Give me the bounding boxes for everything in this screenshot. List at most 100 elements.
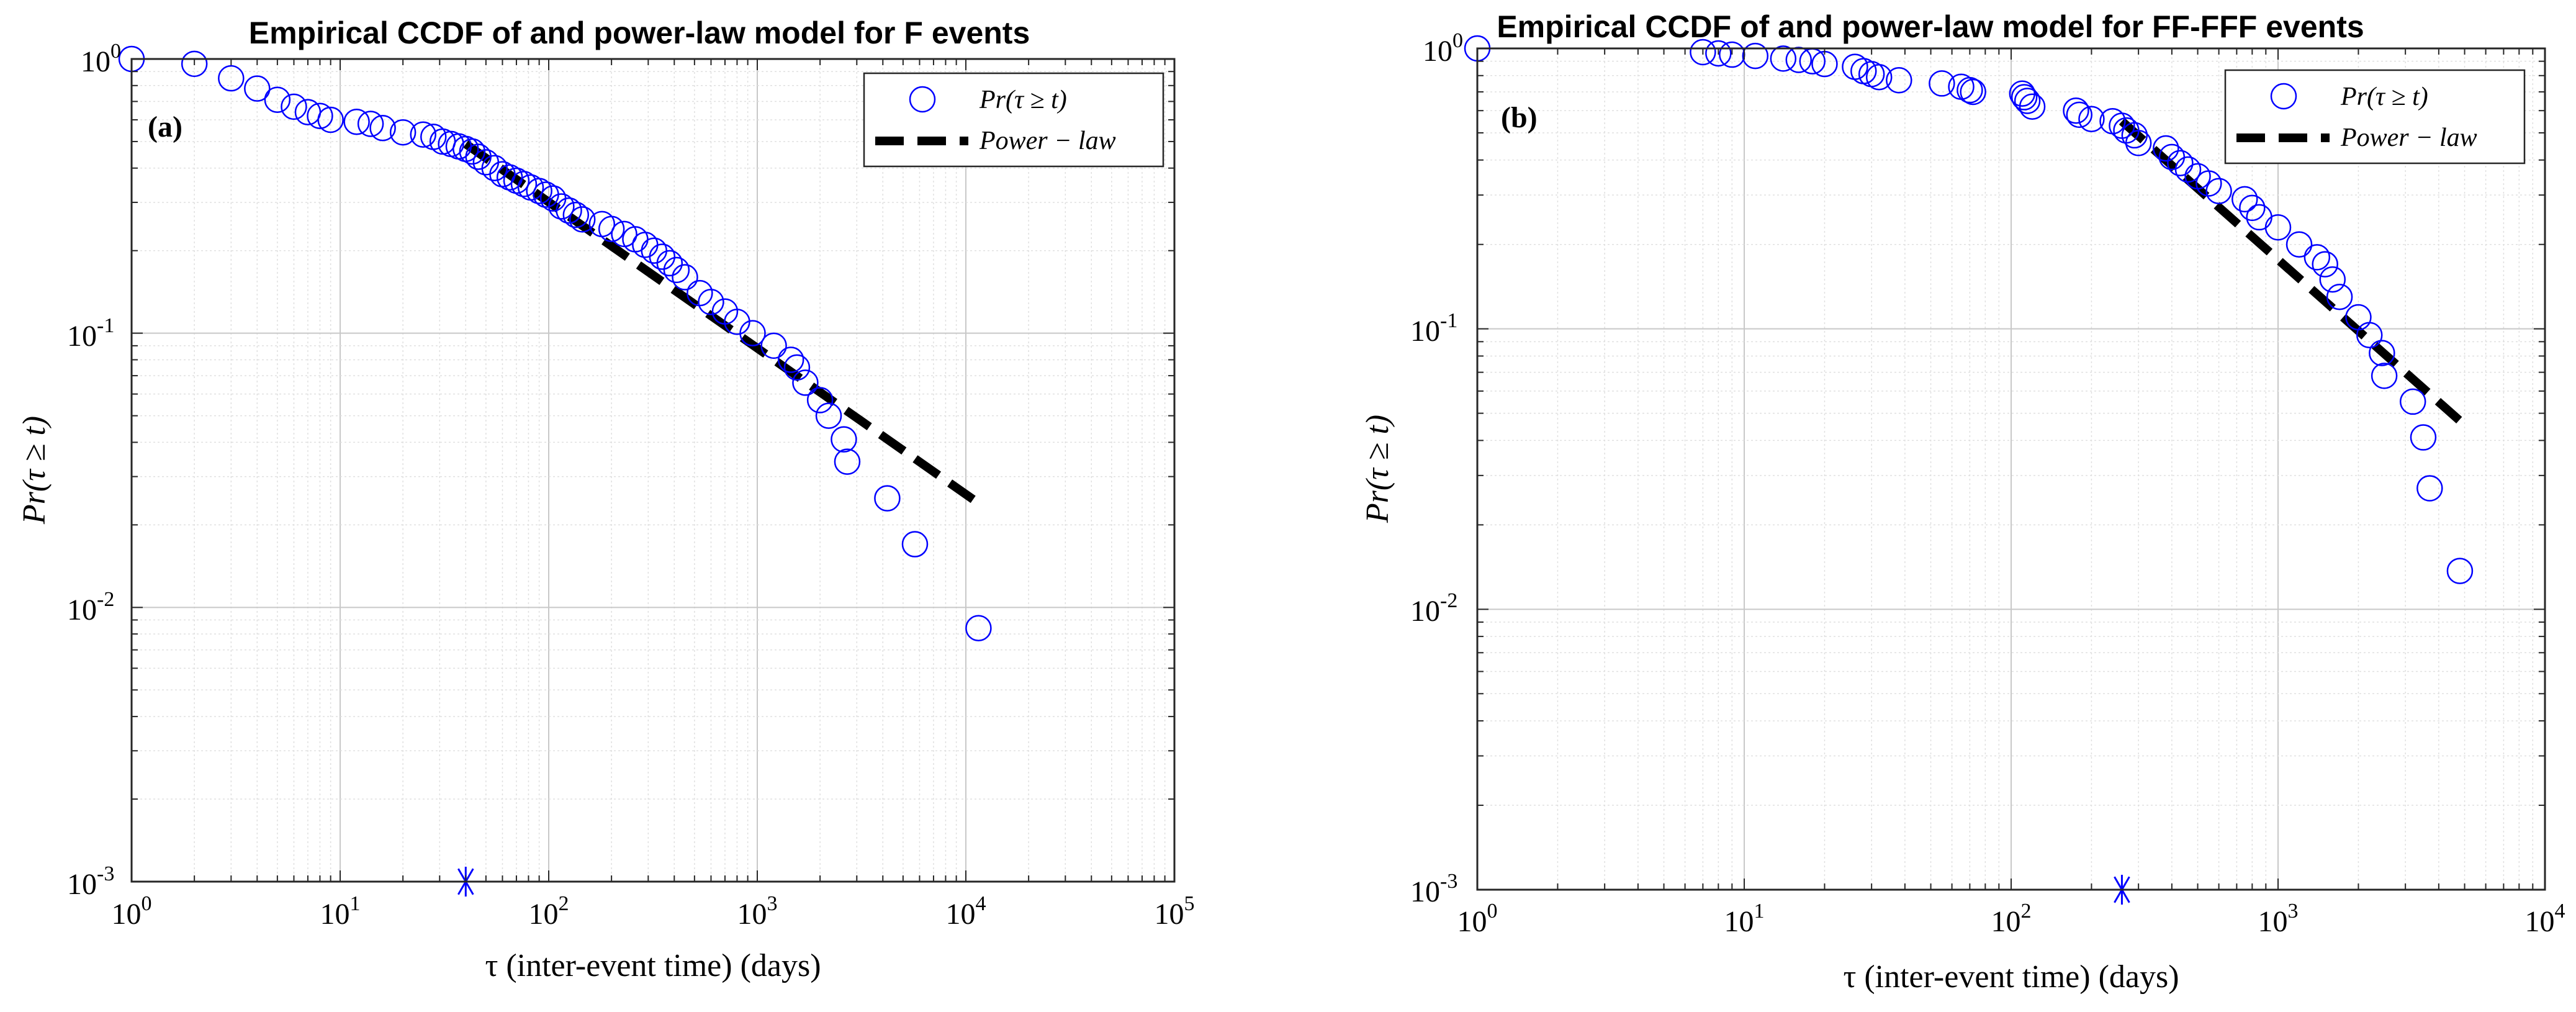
data-point <box>598 215 625 242</box>
y-tick-label-a: 10-3 <box>67 862 114 901</box>
data-point <box>2078 106 2105 132</box>
axes-box-a <box>130 58 1176 883</box>
legend-label-powerlaw-b: Power − law <box>2340 124 2477 152</box>
data-point <box>2416 475 2443 502</box>
y-tick-labels-b: 10-3 10-2 10-1 100 <box>1410 29 1463 908</box>
data-point <box>548 193 575 220</box>
y-tick-label-b: 10-2 <box>1410 589 1457 628</box>
power-law-layer-b <box>2119 118 2463 425</box>
data-point <box>526 178 552 204</box>
data-point <box>1960 78 1986 106</box>
data-point <box>698 289 724 315</box>
data-point <box>2066 101 2093 129</box>
data-point <box>2153 135 2179 162</box>
grid-b <box>1477 48 2545 890</box>
data-point <box>2019 93 2046 120</box>
data-point <box>181 50 208 78</box>
data-point <box>760 332 787 359</box>
x-axis-label-b: τ (inter-event time) (days) <box>1843 959 2179 995</box>
chart-panel-a: Empirical CCDF of and power-law model fo… <box>17 16 1195 983</box>
chart-title-b: Empirical CCDF of and power-law model fo… <box>1497 9 2364 44</box>
legend-b: Pr(τ ≥ t) Power − law <box>2224 69 2526 165</box>
data-point <box>2167 150 2194 176</box>
chart-panel-b: Empirical CCDF of and power-law model fo… <box>1360 9 2565 995</box>
data-point <box>1785 47 1813 73</box>
y-axis-label-b: Pr(τ ≥ t) <box>1360 415 1395 523</box>
data-point <box>611 220 637 248</box>
data-point <box>806 387 834 413</box>
grid-a <box>131 59 1174 882</box>
legend-a: Pr(τ ≥ t) Power − law <box>863 72 1164 168</box>
data-point <box>2011 84 2038 111</box>
data-point <box>792 369 819 396</box>
panel-label-a: (a) <box>148 111 182 143</box>
data-point <box>649 243 676 270</box>
data-point <box>218 65 245 92</box>
data-point <box>2446 558 2474 584</box>
data-point <box>1690 38 1716 66</box>
data-point <box>2009 80 2036 107</box>
legend-label-data-b: Pr(τ ≥ t) <box>2340 83 2428 111</box>
data-point <box>569 206 596 233</box>
y-tick-labels-a: 10-3 10-2 10-1 100 <box>67 40 121 901</box>
data-point <box>2014 88 2041 114</box>
chart-title-a: Empirical CCDF of and power-law model fo… <box>249 16 1030 50</box>
data-point <box>663 256 690 284</box>
legend-marker-circle-b <box>2270 83 2297 110</box>
data-point <box>2399 388 2426 415</box>
data-point <box>2286 231 2313 258</box>
data-point <box>632 232 659 258</box>
data-point <box>901 531 929 558</box>
ticks-b <box>1477 48 2546 890</box>
y-tick-label-b: 10-3 <box>1410 870 1457 908</box>
data-point <box>496 164 523 191</box>
data-point <box>317 106 344 133</box>
data-point <box>656 250 683 277</box>
x-tick-label-b: 102 <box>1991 900 2032 938</box>
data-point <box>874 485 901 512</box>
data-point <box>307 102 333 129</box>
data-point <box>2125 130 2152 156</box>
x-tick-label-a: 100 <box>112 892 152 931</box>
data-point <box>2205 178 2232 204</box>
data-point <box>687 279 713 307</box>
data-point <box>2326 283 2353 310</box>
data-point <box>562 201 590 228</box>
x-tick-label-a: 101 <box>320 892 361 931</box>
legend-marker-circle-a <box>909 86 936 113</box>
data-point <box>783 354 811 381</box>
data-point <box>1886 67 1912 94</box>
data-point <box>389 119 417 146</box>
data-point <box>2356 322 2383 348</box>
data-point <box>244 75 271 102</box>
data-point <box>369 114 396 142</box>
panel-label-b: (b) <box>1501 101 1538 134</box>
y-tick-label-a: 10-1 <box>67 314 114 353</box>
data-point <box>739 320 766 346</box>
data-point <box>777 346 804 373</box>
data-point <box>1719 41 1745 68</box>
data-point <box>1705 40 1732 67</box>
data-point <box>815 402 842 429</box>
x-tick-labels-a: 100 101 102 103 104 105 <box>112 892 1195 931</box>
data-point <box>2231 186 2258 213</box>
data-point <box>1742 42 1769 70</box>
ticks-a <box>131 58 1175 882</box>
data-point <box>410 121 436 148</box>
data-point <box>2304 244 2331 271</box>
x-tick-label-a: 102 <box>529 892 569 931</box>
legend-label-powerlaw-a: Power − law <box>979 127 1116 155</box>
data-points-b <box>1464 35 2474 584</box>
data-point <box>281 93 307 120</box>
data-point <box>1929 70 1955 97</box>
data-point <box>2410 424 2437 451</box>
legend-box-a <box>863 72 1164 168</box>
data-point <box>556 197 582 224</box>
x-tick-label-b: 104 <box>2525 900 2565 938</box>
data-point <box>831 426 857 453</box>
y-tick-label-a: 10-2 <box>67 588 114 626</box>
x-tick-label-b: 100 <box>1457 900 1498 938</box>
data-point <box>2369 340 2395 366</box>
data-point <box>672 264 698 291</box>
